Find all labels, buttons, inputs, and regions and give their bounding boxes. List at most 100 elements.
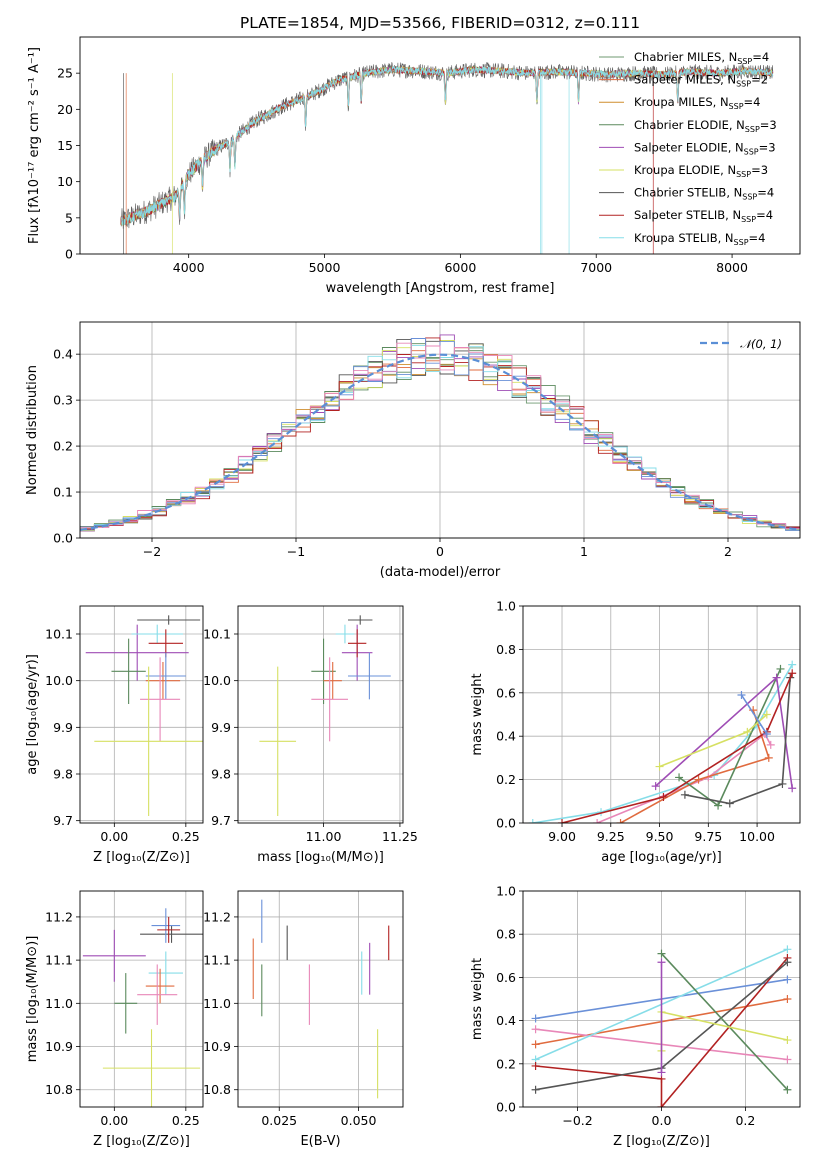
x-tick-label: 4000 (173, 260, 205, 275)
legend-label: Kroupa MILES, NSSP=4 (634, 95, 760, 111)
axes-frame (79, 890, 204, 1108)
x-axis-label: mass [log₁₀(M/M⊙)] (257, 850, 384, 865)
plot-area (528, 660, 797, 823)
spectrum-panel: 4000 5000 6000 7000 8000 0 5 10 15 20 25 wavelength… (27, 36, 801, 296)
x-tick-label: 0.00 (100, 829, 128, 844)
x-tick-label: 11.00 (306, 829, 342, 844)
x-tick-label: 0.25 (172, 1113, 200, 1128)
x-tick-label: 9.50 (646, 829, 674, 844)
y-tick-label: 0.4 (496, 729, 516, 744)
weight-vs-age-panel: 9.00 9.25 9.50 9.75 10.00 0.0 0.2 0.4 0.6 0.8 1.0 a… (470, 599, 801, 865)
legend: Chabrier MILES, NSSP=4 Salpeter MILES, NS… (599, 50, 777, 247)
x-axis-label: age [log₁₀(age/yr)] (601, 850, 722, 865)
residuals-panel: −2 −1 0 1 2 0.0 0.1 0.2 0.3 0.4 (data-model)/error… (25, 321, 801, 580)
x-axis-label: Z [log₁₀(Z/Z⊙)] (93, 1134, 190, 1149)
legend: 𝒩(0, 1) (700, 337, 782, 351)
y-tick-label: 11.1 (203, 953, 231, 968)
y-axis-label: mass weight (470, 673, 485, 755)
weight-marker (737, 690, 746, 699)
weight-marker (788, 660, 797, 669)
plot-area (120, 62, 774, 254)
x-tick-label: 2 (724, 544, 732, 559)
axis-ticks: 11.00 11.25 9.7 9.8 9.9 10.0 10.1 (203, 627, 418, 845)
x-tick-label: 10.00 (739, 829, 775, 844)
weight-line (535, 957, 789, 1107)
weight-marker (788, 784, 797, 793)
y-tick-label: 10.8 (203, 1082, 231, 1097)
y-tick-label: 10.1 (45, 627, 73, 642)
legend-label: Salpeter ELODIE, NSSP=3 (634, 140, 776, 156)
y-axis-label: mass weight (470, 958, 485, 1040)
figure-title: PLATE=1854, MJD=53566, FIBERID=0312, z=0… (240, 14, 640, 32)
legend-label: Salpeter STELIB, NSSP=4 (634, 208, 773, 224)
y-tick-label: 0.3 (53, 393, 73, 408)
axis-ticks: −0.2 0.0 0.2 0.0 0.2 0.4 0.6 0.8 1.0 (496, 884, 755, 1129)
weight-line (740, 694, 768, 735)
error-bar-point (311, 638, 336, 704)
y-tick-label: 1.0 (496, 884, 516, 899)
x-axis-label: (data-model)/error (380, 565, 501, 580)
x-tick-label: 0.025 (261, 1113, 297, 1128)
error-bar-point (151, 908, 181, 943)
legend-label: Chabrier STELIB, NSSP=4 (634, 186, 774, 202)
legend-label: 𝒩(0, 1) (740, 337, 782, 351)
error-bar-point (131, 624, 183, 644)
weight-marker (657, 949, 666, 958)
weight-marker (783, 1036, 792, 1045)
weight-series (657, 949, 792, 1094)
x-axis-label: Z [log₁₀(Z/Z⊙)] (613, 1134, 710, 1149)
weight-marker (772, 673, 781, 682)
legend-label: Chabrier ELODIE, NSSP=3 (634, 118, 777, 134)
weight-marker (558, 819, 567, 823)
weight-marker (675, 773, 684, 782)
y-tick-label: 11.0 (45, 996, 73, 1011)
spectrum-line-8 (120, 65, 774, 226)
error-bar-point (311, 657, 348, 742)
x-axis-label: wavelength [Angstrom, rest frame] (326, 281, 555, 296)
weight-vs-metallicity-panel: −0.2 0.0 0.2 0.0 0.2 0.4 0.6 0.8 1.0 Z [log₁₀(Z/Z… (470, 884, 801, 1149)
y-axis-label: Flux [fλ10⁻¹⁷ erg cm⁻² s⁻¹ A⁻¹] (27, 47, 42, 244)
y-tick-label: 20 (57, 102, 73, 117)
weight-marker (783, 945, 792, 954)
x-tick-label: 9.00 (548, 829, 576, 844)
y-tick-label: 1.0 (496, 599, 516, 614)
error-bar-point (137, 964, 178, 1025)
age-vs-metallicity-panel: 0.00 0.25 9.7 9.8 9.9 10.0 10.1 Z [log₁₀(Z/Z⊙)]… (25, 605, 204, 865)
y-axis-label: age [log₁₀(age/yr)] (25, 654, 40, 775)
weight-marker (778, 779, 787, 788)
x-tick-label: −0.2 (562, 1113, 592, 1128)
y-tick-label: 0.0 (53, 531, 73, 546)
y-tick-label: 0 (65, 247, 73, 262)
y-tick-label: 10.9 (45, 1039, 73, 1054)
x-tick-label: 0.00 (100, 1113, 128, 1128)
y-tick-label: 10.9 (203, 1039, 231, 1054)
legend-label: Kroupa STELIB, NSSP=4 (634, 231, 765, 247)
y-tick-label: 0.0 (496, 1100, 516, 1115)
weight-marker (531, 1040, 540, 1049)
weight-marker (680, 790, 689, 799)
axis-ticks: −2 −1 0 1 2 0.0 0.1 0.2 0.3 0.4 (53, 347, 732, 559)
y-tick-label: 9.9 (211, 720, 231, 735)
plot-area (259, 615, 391, 816)
weight-line (659, 713, 768, 768)
y-tick-label: 0.8 (496, 642, 516, 657)
weight-series (531, 953, 792, 1107)
y-tick-label: 0.6 (496, 685, 516, 700)
age-vs-mass-panel: 11.00 11.25 9.7 9.8 9.9 10.0 10.1 mass [log₁₀(M… (203, 605, 418, 865)
y-tick-label: 0.4 (496, 1013, 516, 1028)
x-axis-label: Z [log₁₀(Z/Z⊙)] (93, 850, 190, 865)
x-tick-label: 9.75 (694, 829, 722, 844)
weight-marker (764, 753, 773, 762)
x-tick-label: 0.2 (735, 1113, 755, 1128)
weight-marker (593, 819, 602, 823)
plot-area (531, 945, 792, 1107)
axis-ticks: 0.00 0.25 9.7 9.8 9.9 10.0 10.1 (45, 627, 200, 845)
weight-series (655, 710, 771, 771)
y-tick-label: 9.7 (211, 813, 231, 828)
x-tick-label: −2 (143, 544, 161, 559)
weight-marker (528, 819, 537, 823)
weight-marker (714, 801, 723, 810)
weight-line (620, 709, 770, 823)
weight-series (651, 673, 797, 793)
